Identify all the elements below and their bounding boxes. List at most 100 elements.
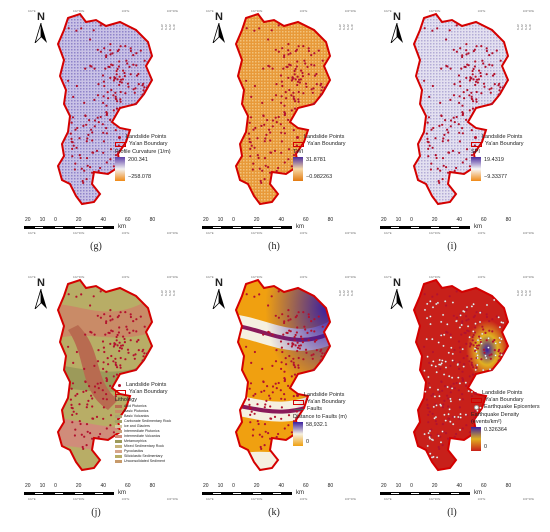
legend-max: 58,932.1	[306, 422, 328, 428]
earthquake-epicenter	[476, 356, 479, 360]
landslide-point	[473, 410, 476, 413]
landslide-point	[267, 38, 270, 41]
map-panel-k: 102°E 102°30'E 103°E 103°30'E 102°E 102°30'E…	[186, 270, 362, 520]
landslide-point	[139, 315, 142, 318]
landslide-point	[313, 74, 317, 77]
earthquake-epicenter	[451, 301, 454, 304]
landslide-point	[99, 50, 102, 53]
landslide-point	[488, 329, 491, 332]
landslide-point	[434, 137, 437, 140]
landslide-point	[461, 321, 464, 325]
landslide-point	[92, 29, 95, 32]
longitude-ticks-top: 102°E 102°30'E 103°E 103°30'E	[28, 275, 178, 279]
earthquake-epicenter	[451, 387, 454, 390]
boundary-symbol	[115, 390, 126, 395]
landslide-point	[250, 144, 253, 147]
legend-min: 0	[484, 444, 488, 450]
earthquake-epicenter	[498, 326, 501, 329]
landslide-point	[252, 394, 255, 397]
landslide-point	[269, 417, 272, 420]
landslide-point	[449, 125, 452, 128]
landslide-point	[458, 367, 461, 370]
landslide-point	[295, 331, 298, 334]
landslide-point	[253, 146, 256, 149]
landslide-point	[297, 100, 300, 103]
landslide-point	[123, 71, 126, 75]
landslide-point	[498, 82, 501, 85]
landslide-point	[283, 111, 286, 114]
landslide-point	[471, 373, 475, 376]
landslide-point	[253, 84, 256, 88]
yaan-region	[234, 12, 332, 206]
landslide-point	[287, 414, 291, 417]
landslide-point	[145, 352, 149, 355]
landslide-point	[287, 158, 290, 161]
landslide-point	[470, 129, 473, 132]
landslide-point	[101, 123, 104, 126]
lithology-item: Carbonate Sedimentary Rock	[115, 419, 185, 424]
landslide-point	[491, 74, 495, 77]
landslide-point	[105, 161, 108, 164]
landslide-point	[295, 410, 298, 413]
landslide-point	[461, 370, 464, 373]
earthquake-epicenter	[438, 395, 441, 398]
legend-title: Lithology	[115, 397, 138, 403]
north-label: N	[215, 277, 223, 289]
earthquake-epicenter	[479, 311, 482, 314]
yaan-region	[412, 12, 510, 206]
landslide-point	[248, 403, 251, 406]
landslide-point	[294, 316, 297, 319]
landslide-point	[275, 169, 278, 173]
landslide-point	[474, 83, 477, 87]
landslide-point	[139, 49, 142, 52]
landslide-point	[320, 348, 323, 351]
landslide-point	[132, 88, 135, 91]
landslide-point	[499, 352, 502, 355]
landslide-point	[290, 375, 293, 378]
landslide-point	[458, 406, 461, 409]
earthquake-epicenter	[440, 362, 443, 365]
landslide-point	[273, 415, 277, 418]
landslide-point	[75, 146, 78, 149]
landslide-point	[304, 348, 308, 351]
landslide-point	[119, 366, 122, 369]
landslide-point	[473, 331, 476, 334]
landslide-point	[263, 157, 267, 160]
earthquake-epicenter	[500, 321, 503, 324]
landslide-point	[266, 119, 269, 122]
panel-caption: (g)	[90, 241, 102, 252]
earthquake-epicenter	[444, 360, 447, 363]
landslide-point	[463, 97, 466, 100]
landslide-point	[93, 385, 97, 388]
landslide-point	[85, 444, 88, 447]
landslide-point	[493, 72, 496, 76]
landslide-point	[96, 48, 99, 51]
landslide-point	[441, 178, 444, 181]
landslide-point	[109, 414, 113, 417]
landslide-point	[74, 162, 77, 165]
landslide-point	[122, 69, 125, 72]
landslide-point	[457, 74, 461, 77]
landslide-legend-label: Landslide Points	[126, 134, 167, 140]
landslide-point	[109, 309, 112, 312]
landslide-point	[458, 95, 461, 98]
landslide-point	[280, 346, 283, 349]
landslide-point	[293, 339, 296, 342]
landslide-point	[279, 123, 282, 126]
landslide-point	[93, 364, 96, 367]
landslide-point	[497, 93, 500, 96]
earthquake-epicenter	[442, 313, 445, 316]
landslide-point	[435, 156, 438, 160]
earthquake-epicenter	[447, 351, 450, 354]
landslide-point	[462, 357, 465, 360]
north-arrow-icon	[390, 22, 403, 44]
earthquake-epicenter	[488, 368, 492, 371]
landslide-point	[271, 333, 274, 336]
landslide-legend-label: Landslide Points	[304, 134, 345, 140]
earthquake-epicenter	[472, 303, 475, 306]
earthquake-epicenter	[426, 444, 429, 448]
landslide-point	[443, 133, 446, 136]
landslide-point	[461, 127, 464, 130]
landslide-point	[114, 361, 117, 364]
north-label: N	[215, 11, 223, 23]
